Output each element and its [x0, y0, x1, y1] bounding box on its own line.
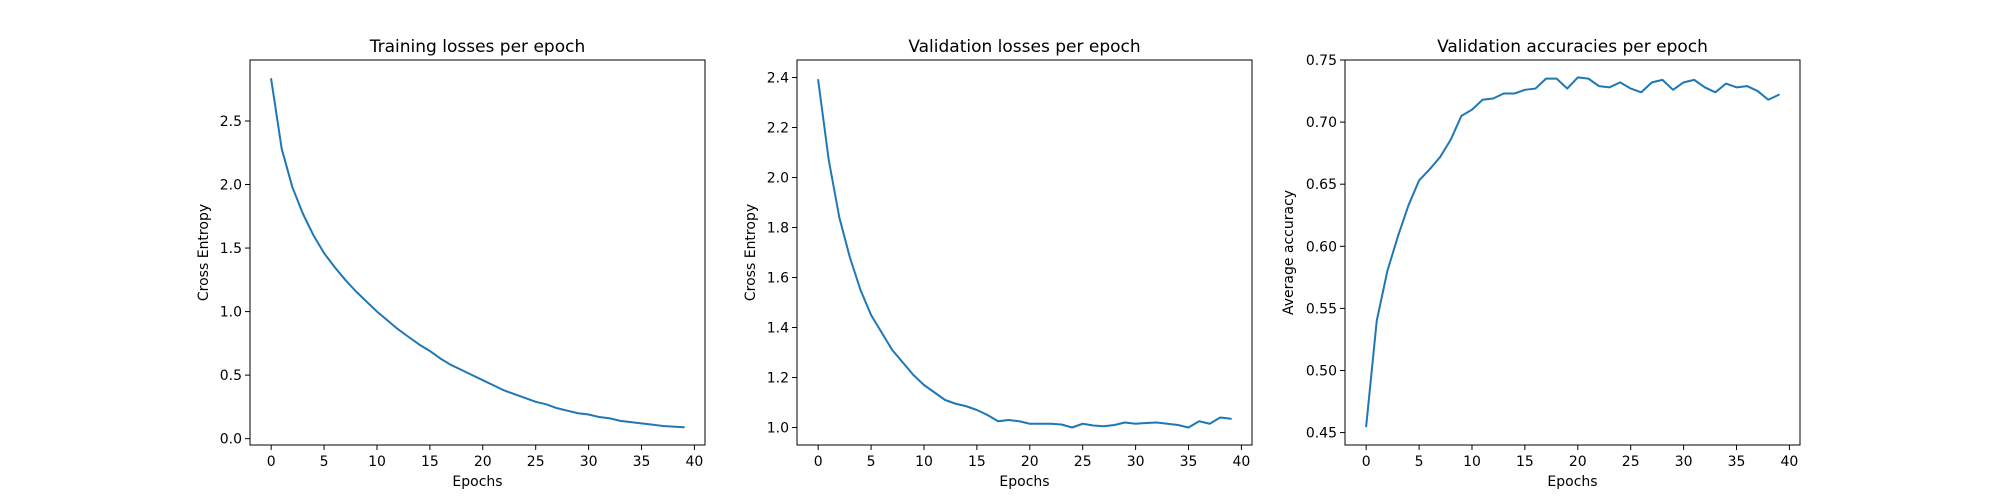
y-tick-label: 0.55: [1306, 301, 1337, 317]
y-tick-label: 1.2: [767, 371, 789, 387]
y-tick-label: 1.0: [220, 305, 242, 321]
x-tick-label: 5: [867, 454, 876, 470]
x-axis-label: Epochs: [1547, 474, 1597, 490]
x-tick-label: 0: [814, 454, 823, 470]
y-tick-label: 2.5: [220, 114, 242, 130]
x-tick-label: 25: [1622, 454, 1640, 470]
x-tick-label: 15: [968, 454, 986, 470]
series-group: [1365, 76, 1780, 428]
x-tick-label: 40: [1781, 454, 1799, 470]
y-axis-label: Cross Entropy: [743, 204, 759, 301]
y-tick-label: 2.0: [767, 171, 789, 187]
axis-ticks: 0 5 10 15 20 25 30 35 40 0.0 0.5 1.0 1.5 2.0 2.5: [220, 114, 704, 470]
chart-title: Training losses per epoch: [369, 37, 585, 57]
x-tick-label: 40: [1233, 454, 1251, 470]
y-tick-label: 0.50: [1306, 363, 1337, 379]
x-tick-label: 15: [421, 454, 439, 470]
y-tick-label: 1.0: [767, 421, 789, 437]
y-tick-label: 0.65: [1306, 177, 1337, 193]
validation-accuracy-chart: Validation accuracies per epoch 0 5 10 15 20…: [1281, 37, 1801, 490]
x-axis-label: Epochs: [999, 474, 1049, 490]
y-tick-label: 0.75: [1306, 53, 1337, 69]
x-tick-label: 0: [267, 454, 276, 470]
y-tick-label: 0.5: [220, 368, 242, 384]
x-tick-label: 25: [527, 454, 545, 470]
y-axis-label: Cross Entropy: [196, 204, 212, 301]
y-tick-label: 1.8: [767, 221, 789, 237]
x-tick-label: 10: [1463, 454, 1481, 470]
y-tick-label: 0.70: [1306, 115, 1337, 131]
plot-frame: [249, 59, 706, 446]
validation-loss-chart: Validation losses per epoch 0 5 10 15 20 25 30…: [743, 37, 1253, 490]
x-tick-label: 10: [915, 454, 933, 470]
x-tick-label: 35: [1180, 454, 1198, 470]
x-tick-label: 15: [1516, 454, 1534, 470]
y-tick-label: 2.0: [220, 178, 242, 194]
y-tick-label: 1.6: [767, 271, 789, 287]
plot-frame: [1344, 59, 1801, 446]
y-axis-label: Average accuracy: [1281, 190, 1297, 315]
series-group: [817, 79, 1232, 429]
plot-frame: [796, 59, 1253, 446]
y-tick-label: 0.45: [1306, 426, 1337, 442]
series-line: [817, 79, 1232, 429]
y-tick-label: 2.2: [767, 121, 789, 137]
x-tick-label: 30: [580, 454, 598, 470]
training-loss-chart: Training losses per epoch 0 5 10 15 20 25 30 35…: [196, 37, 706, 490]
series-line: [1365, 76, 1780, 428]
y-tick-label: 1.4: [767, 321, 789, 337]
x-tick-label: 20: [474, 454, 492, 470]
x-tick-label: 5: [320, 454, 329, 470]
y-tick-label: 0.60: [1306, 239, 1337, 255]
x-tick-label: 35: [633, 454, 651, 470]
axis-ticks: 0 5 10 15 20 25 30 35 40 1.0 1.2 1.4 1.6 1.8 2.0 2.2 2.4: [767, 71, 1251, 471]
x-tick-label: 0: [1362, 454, 1371, 470]
x-tick-label: 30: [1675, 454, 1693, 470]
y-tick-label: 2.4: [767, 71, 789, 87]
x-tick-label: 5: [1415, 454, 1424, 470]
axis-ticks: 0 5 10 15 20 25 30 35 40 0.45 0.50 0.55 0.60 0.65 0.70…: [1306, 53, 1799, 470]
x-tick-label: 35: [1728, 454, 1746, 470]
x-tick-label: 40: [686, 454, 704, 470]
x-tick-label: 20: [1569, 454, 1587, 470]
series-group: [270, 78, 685, 429]
x-axis-label: Epochs: [452, 474, 502, 490]
y-tick-label: 1.5: [220, 241, 242, 257]
x-tick-label: 25: [1074, 454, 1092, 470]
chart-title: Validation accuracies per epoch: [1437, 37, 1708, 57]
x-tick-label: 30: [1127, 454, 1145, 470]
y-tick-label: 0.0: [220, 432, 242, 448]
series-line: [270, 78, 685, 429]
chart-title: Validation losses per epoch: [908, 37, 1140, 57]
x-tick-label: 20: [1021, 454, 1039, 470]
x-tick-label: 10: [368, 454, 386, 470]
